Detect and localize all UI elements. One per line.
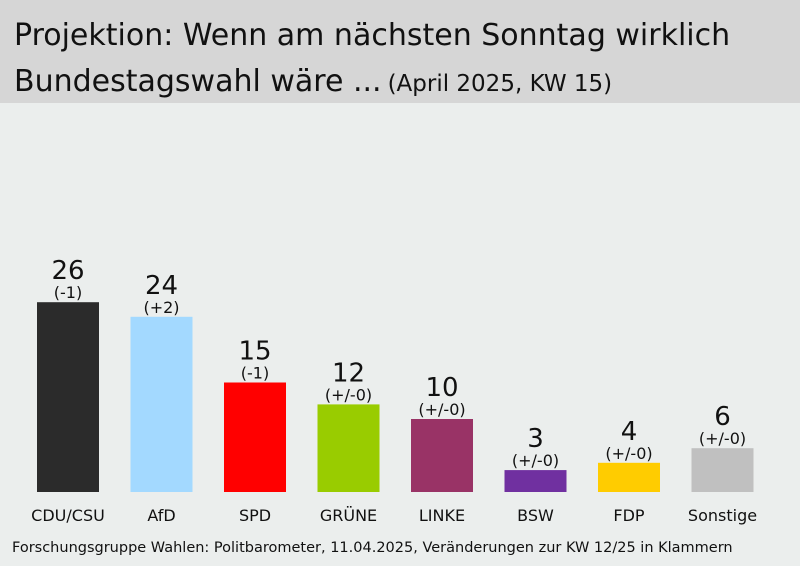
- category-label: LINKE: [419, 506, 465, 525]
- bar-change-label: (+/-0): [605, 444, 652, 463]
- category-label: FDP: [613, 506, 645, 525]
- bar-value-label: 10: [425, 373, 458, 403]
- bar-value-label: 24: [145, 271, 178, 301]
- bar-change-label: (+/-0): [512, 451, 559, 470]
- bar-value-label: 15: [238, 337, 271, 367]
- bar-afd: [130, 316, 193, 492]
- bar-value-label: 26: [51, 256, 84, 286]
- bar-change-label: (+/-0): [325, 385, 372, 404]
- bar-chart: 26(-1)CDU/CSU24(+2)AfD15(-1)SPD12(+/-0)G…: [31, 256, 757, 525]
- bar-value-label: 6: [714, 402, 731, 432]
- bar-value-label: 4: [621, 417, 638, 447]
- bar-value-label: 12: [332, 358, 365, 388]
- bar-sonstige: [691, 448, 754, 492]
- bar-value-label: 3: [527, 424, 544, 454]
- chart-header: Projektion: Wenn am nächsten Sonntag wir…: [0, 0, 800, 103]
- chart-subtitle: (April 2025, KW 15): [387, 71, 613, 97]
- bar-fdp: [598, 462, 660, 492]
- chart-title-line-2-text: Bundestagswahl wäre ...: [14, 64, 382, 99]
- category-label: CDU/CSU: [31, 506, 105, 525]
- bar-change-label: (-1): [241, 364, 269, 383]
- category-label: BSW: [517, 506, 554, 525]
- bar-change-label: (+/-0): [418, 400, 465, 419]
- bar-cdu-csu: [37, 302, 99, 492]
- bar-change-label: (+/-0): [699, 429, 746, 448]
- bar-change-label: (+2): [143, 298, 179, 317]
- category-label: GRÜNE: [320, 506, 377, 525]
- bar-spd: [224, 382, 286, 492]
- chart-title-line-2: Bundestagswahl wäre ... (April 2025, KW 1…: [14, 64, 612, 102]
- bar-linke: [411, 419, 473, 492]
- category-label: Sonstige: [688, 506, 757, 525]
- chart-title-line-1: Projektion: Wenn am nächsten Sonntag wir…: [14, 18, 731, 53]
- category-label: AfD: [147, 506, 175, 525]
- category-label: SPD: [239, 506, 271, 525]
- bar-change-label: (-1): [54, 283, 82, 302]
- bar-grüne: [317, 404, 380, 492]
- source-footnote: Forschungsgruppe Wahlen: Politbarometer,…: [12, 540, 733, 556]
- bar-bsw: [504, 470, 567, 492]
